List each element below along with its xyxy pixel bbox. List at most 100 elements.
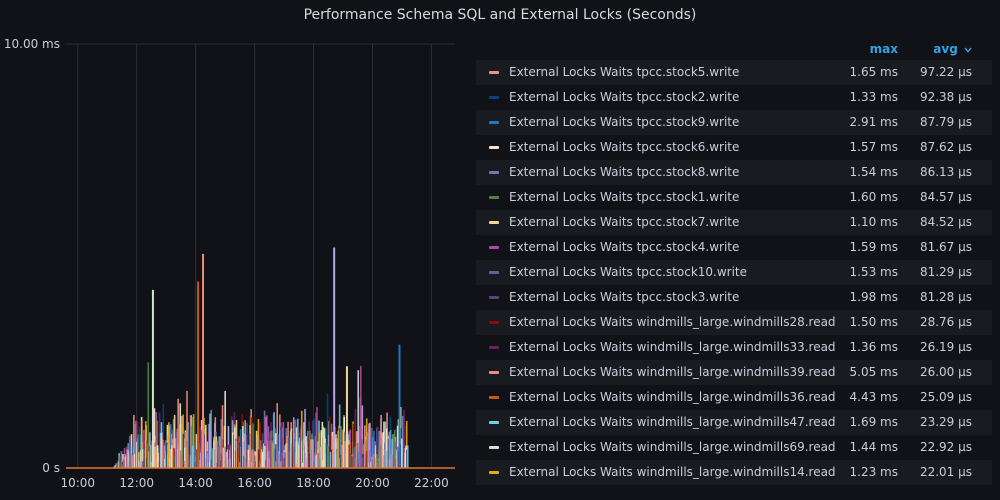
legend-row[interactable]: External Locks Waits tpcc.stock5.write 1.… xyxy=(476,60,992,85)
legend-avg-value: 22.92 µs xyxy=(919,440,972,454)
legend-max-header[interactable]: max xyxy=(869,42,898,56)
legend-rows: External Locks Waits tpcc.stock5.write 1.… xyxy=(476,60,992,485)
legend-avg-value: 92.38 µs xyxy=(919,90,972,104)
legend-row[interactable]: External Locks Waits tpcc.stock8.write 1.… xyxy=(476,160,992,185)
legend-avg-value: 87.79 µs xyxy=(919,115,972,129)
legend-row[interactable]: External Locks Waits windmills_large.win… xyxy=(476,385,992,410)
time-series-chart[interactable]: 10:00 12:00 14:00 16:00 18:00 20:00 22:00 10.00… xyxy=(0,30,470,500)
legend-series-name[interactable]: External Locks Waits tpcc.stock4.write xyxy=(509,240,740,254)
legend-row[interactable]: External Locks Waits windmills_large.win… xyxy=(476,310,992,335)
legend-series-name[interactable]: External Locks Waits windmills_large.win… xyxy=(509,340,836,354)
legend-series-name[interactable]: External Locks Waits windmills_large.win… xyxy=(509,315,836,329)
legend-series-name[interactable]: External Locks Waits tpcc.stock8.write xyxy=(509,165,740,179)
legend-avg-value: 81.28 µs xyxy=(919,290,972,304)
legend-avg-header[interactable]: avg xyxy=(933,42,972,56)
axes: 10:00 12:00 14:00 16:00 18:00 20:00 22:00 10.00… xyxy=(4,37,455,490)
x-tick-label: 20:00 xyxy=(355,476,390,490)
series-color-swatch[interactable] xyxy=(489,421,499,424)
legend-row[interactable]: External Locks Waits tpcc.stock9.write 2.… xyxy=(476,110,992,135)
series-color-swatch[interactable] xyxy=(489,446,499,449)
legend-row[interactable]: External Locks Waits windmills_large.win… xyxy=(476,360,992,385)
y-tick-label: 0 s xyxy=(42,461,60,475)
x-tick-label: 18:00 xyxy=(296,476,331,490)
legend-table: max avg External Locks Waits tpcc.stock5… xyxy=(476,38,992,485)
series-color-swatch[interactable] xyxy=(489,121,499,124)
legend-series-name[interactable]: External Locks Waits tpcc.stock3.write xyxy=(509,290,740,304)
legend-series-name[interactable]: External Locks Waits tpcc.stock9.write xyxy=(509,115,740,129)
legend-max-value: 1.53 ms xyxy=(849,265,898,279)
legend-avg-value: 84.57 µs xyxy=(919,190,972,204)
legend-series-name[interactable]: External Locks Waits windmills_large.win… xyxy=(509,365,836,379)
legend-row[interactable]: External Locks Waits tpcc.stock1.write 1.… xyxy=(476,185,992,210)
series-color-swatch[interactable] xyxy=(489,146,499,149)
legend-series-name[interactable]: External Locks Waits tpcc.stock10.write xyxy=(509,265,748,279)
legend-avg-value: 28.76 µs xyxy=(919,315,972,329)
legend-max-value: 2.91 ms xyxy=(849,115,898,129)
legend-row[interactable]: External Locks Waits windmills_large.win… xyxy=(476,410,992,435)
series-color-swatch[interactable] xyxy=(489,96,499,99)
series-color-swatch[interactable] xyxy=(489,471,499,474)
legend-row[interactable]: External Locks Waits tpcc.stock2.write 1.… xyxy=(476,85,992,110)
legend-max-value: 1.23 ms xyxy=(849,465,898,479)
series-color-swatch[interactable] xyxy=(489,371,499,374)
series-color-swatch[interactable] xyxy=(489,396,499,399)
legend-max-value: 1.33 ms xyxy=(849,90,898,104)
legend-row[interactable]: External Locks Waits windmills_large.win… xyxy=(476,435,992,460)
legend-max-value: 4.43 ms xyxy=(849,390,898,404)
series-color-swatch[interactable] xyxy=(489,346,499,349)
legend-series-name[interactable]: External Locks Waits tpcc.stock7.write xyxy=(509,215,740,229)
series-color-swatch[interactable] xyxy=(489,246,499,249)
series-color-swatch[interactable] xyxy=(489,271,499,274)
legend-avg-value: 25.09 µs xyxy=(919,390,972,404)
x-tick-label: 22:00 xyxy=(414,476,449,490)
series-color-swatch[interactable] xyxy=(489,196,499,199)
legend-row[interactable]: External Locks Waits tpcc.stock10.write 1… xyxy=(476,260,992,285)
legend-avg-value: 26.00 µs xyxy=(919,365,972,379)
legend-series-name[interactable]: External Locks Waits windmills_large.win… xyxy=(509,415,836,429)
series-color-swatch[interactable] xyxy=(489,71,499,74)
legend-avg-value: 97.22 µs xyxy=(919,65,972,79)
legend-series-name[interactable]: External Locks Waits windmills_large.win… xyxy=(509,390,836,404)
legend-max-value: 1.36 ms xyxy=(849,340,898,354)
legend-max-value: 1.44 ms xyxy=(849,440,898,454)
x-tick-label: 16:00 xyxy=(237,476,272,490)
legend-series-name[interactable]: External Locks Waits windmills_large.win… xyxy=(509,465,836,479)
legend-row[interactable]: External Locks Waits windmills_large.win… xyxy=(476,335,992,360)
chevron-down-icon xyxy=(964,47,972,53)
x-tick-label: 14:00 xyxy=(178,476,213,490)
legend-max-value: 1.10 ms xyxy=(849,215,898,229)
legend-series-name[interactable]: External Locks Waits tpcc.stock6.write xyxy=(509,140,740,154)
legend-avg-value: 86.13 µs xyxy=(919,165,972,179)
y-tick-label: 10.00 ms xyxy=(4,37,60,51)
legend-row[interactable]: External Locks Waits tpcc.stock4.write 1.… xyxy=(476,235,992,260)
legend-series-name[interactable]: External Locks Waits windmills_large.win… xyxy=(509,440,836,454)
legend-series-name[interactable]: External Locks Waits tpcc.stock5.write xyxy=(509,65,740,79)
series-color-swatch[interactable] xyxy=(489,296,499,299)
legend-avg-value: 84.52 µs xyxy=(919,215,972,229)
legend-header: max avg xyxy=(476,38,992,60)
legend-avg-value: 22.01 µs xyxy=(919,465,972,479)
legend-row[interactable]: External Locks Waits tpcc.stock3.write 1.… xyxy=(476,285,992,310)
x-tick-label: 10:00 xyxy=(60,476,95,490)
legend-row[interactable]: External Locks Waits windmills_large.win… xyxy=(476,460,992,485)
legend-series-name[interactable]: External Locks Waits tpcc.stock2.write xyxy=(509,90,740,104)
legend-avg-value: 23.29 µs xyxy=(919,415,972,429)
legend-avg-value: 87.62 µs xyxy=(919,140,972,154)
panel-title[interactable]: Performance Schema SQL and External Lock… xyxy=(303,7,697,23)
legend-row[interactable]: External Locks Waits tpcc.stock6.write 1.… xyxy=(476,135,992,160)
legend-row[interactable]: External Locks Waits tpcc.stock7.write 1.… xyxy=(476,210,992,235)
legend-avg-value: 26.19 µs xyxy=(919,340,972,354)
legend-max-value: 1.69 ms xyxy=(849,415,898,429)
legend-max-value: 1.98 ms xyxy=(849,290,898,304)
series-color-swatch[interactable] xyxy=(489,321,499,324)
legend-max-value: 1.50 ms xyxy=(849,315,898,329)
x-tick-label: 12:00 xyxy=(119,476,154,490)
legend-series-name[interactable]: External Locks Waits tpcc.stock1.write xyxy=(509,190,740,204)
grid xyxy=(66,43,455,468)
series-color-swatch[interactable] xyxy=(489,221,499,224)
series-color-swatch[interactable] xyxy=(489,171,499,174)
legend-avg-label: avg xyxy=(933,42,958,56)
legend-max-value: 5.05 ms xyxy=(849,365,898,379)
legend-avg-value: 81.67 µs xyxy=(919,240,972,254)
legend-max-value: 1.59 ms xyxy=(849,240,898,254)
